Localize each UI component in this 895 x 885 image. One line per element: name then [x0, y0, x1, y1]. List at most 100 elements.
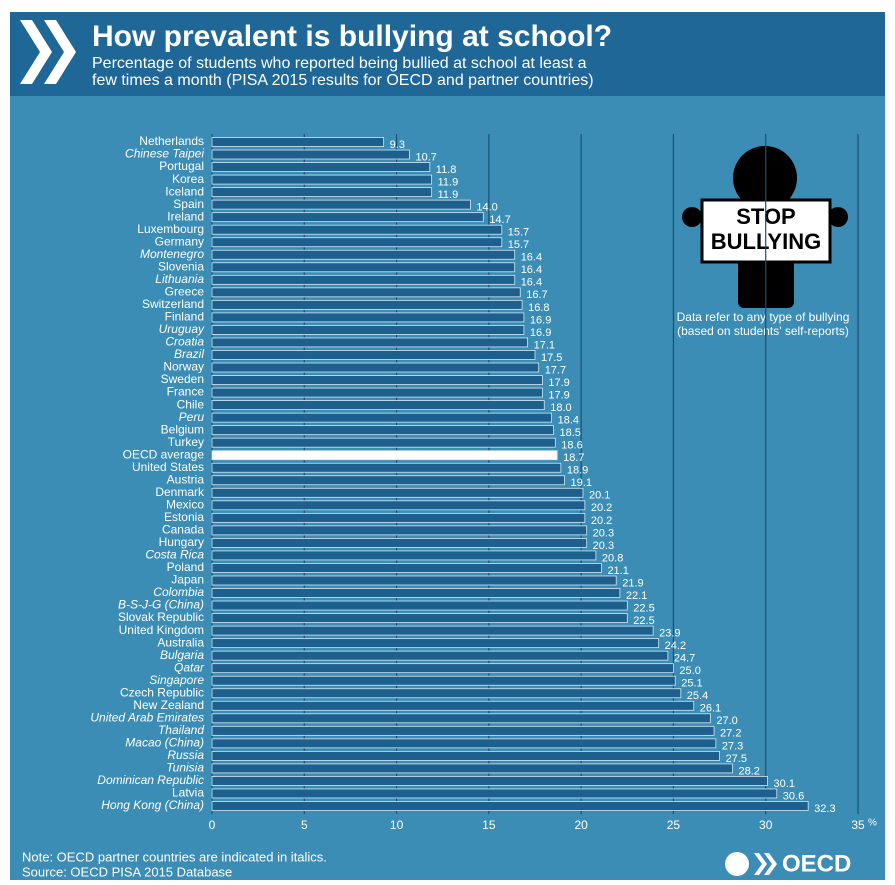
- x-tick-label: 5: [301, 818, 308, 832]
- value-label: 25.0: [679, 665, 700, 677]
- bar: [211, 274, 516, 285]
- y-tick-label: Brazil: [174, 347, 204, 361]
- value-label: 20.2: [591, 502, 612, 514]
- bar: [211, 713, 711, 724]
- bar: [211, 325, 525, 335]
- x-tick-label: 10: [390, 818, 404, 832]
- bar: [211, 199, 471, 210]
- value-label: 16.9: [530, 314, 551, 326]
- bar: [211, 237, 503, 248]
- x-tick-label: 35: [851, 818, 865, 832]
- y-tick-label: United Arab Emirates: [90, 710, 204, 724]
- y-tick-label: France: [167, 385, 205, 399]
- bar: [211, 299, 523, 310]
- bar: [211, 287, 521, 298]
- value-label: 16.7: [526, 289, 547, 301]
- bar: [211, 776, 768, 786]
- bar: [211, 387, 543, 398]
- bar: [211, 337, 529, 348]
- value-label: 22.1: [626, 590, 647, 602]
- value-label: 18.0: [550, 402, 571, 414]
- value-label: 17.1: [534, 339, 555, 351]
- source: Source: OECD PISA 2015 Database: [22, 864, 232, 879]
- bar: [211, 375, 543, 385]
- value-label: 30.1: [774, 778, 795, 790]
- y-tick-label: Sweden: [161, 372, 204, 386]
- bar: [211, 350, 536, 360]
- value-label: 15.7: [508, 227, 529, 239]
- y-tick-label: Chile: [177, 397, 205, 411]
- y-tick-label: Netherlands: [139, 134, 204, 148]
- bar: [211, 625, 654, 636]
- y-tick-label: Australia: [157, 635, 204, 649]
- value-label: 15.7: [508, 239, 529, 251]
- value-label: 27.3: [722, 740, 743, 752]
- y-tick-label: Colombia: [153, 585, 204, 599]
- value-label: 18.4: [558, 415, 579, 427]
- value-label: 25.4: [687, 690, 708, 702]
- value-label: 9.3: [390, 139, 405, 151]
- x-tick-label: 25: [667, 818, 681, 832]
- value-label: 27.2: [720, 728, 741, 740]
- logo-text: OECD: [782, 850, 851, 877]
- value-label: 21.1: [607, 565, 628, 577]
- value-label: 11.8: [436, 164, 457, 176]
- y-tick-label: Germany: [155, 234, 204, 248]
- bar: [211, 475, 565, 486]
- value-label: 16.8: [528, 302, 549, 314]
- header-band: [10, 12, 885, 96]
- bar: [211, 149, 410, 160]
- value-label: 22.5: [633, 615, 654, 627]
- bar: [211, 600, 628, 611]
- y-tick-label: Bulgaria: [160, 648, 204, 662]
- bar: [211, 162, 431, 172]
- bar: [211, 588, 621, 598]
- bar: [211, 137, 385, 147]
- value-label: 17.9: [548, 377, 569, 389]
- y-tick-label: Macao (China): [125, 736, 204, 750]
- chart-title: How prevalent is bullying at school?: [92, 20, 612, 53]
- y-tick-label: Korea: [172, 172, 204, 186]
- bar: [211, 801, 809, 811]
- y-tick-label: United Kingdom: [119, 623, 204, 637]
- y-tick-label: Slovenia: [158, 259, 204, 273]
- value-label: 16.9: [530, 327, 551, 339]
- subtitle: Percentage of students who reported bein…: [92, 55, 587, 72]
- value-label: 20.3: [593, 527, 614, 539]
- y-tick-label: Belgium: [161, 422, 204, 436]
- y-tick-label: Qatar: [174, 660, 205, 674]
- y-tick-label: B-S-J-G (China): [118, 598, 204, 612]
- bar: [211, 613, 628, 623]
- value-label: 19.1: [571, 477, 592, 489]
- y-tick-label: Thailand: [158, 723, 204, 737]
- value-label: 28.2: [738, 765, 759, 777]
- header-logo: [20, 20, 76, 84]
- bar: [211, 425, 554, 436]
- bar: [211, 738, 717, 749]
- x-tick-label: 0: [209, 818, 216, 832]
- y-tick-label: Russia: [167, 748, 204, 762]
- bar: [211, 249, 516, 260]
- bar: [211, 512, 586, 523]
- value-label: 20.1: [589, 490, 610, 502]
- y-tick-label: Portugal: [159, 159, 204, 173]
- value-label: 24.7: [674, 653, 695, 665]
- value-label: 32.3: [814, 803, 835, 815]
- y-tick-label: OECD average: [123, 447, 205, 461]
- bar: [211, 462, 562, 473]
- y-tick-label: Japan: [171, 573, 204, 587]
- value-label: 22.5: [633, 602, 654, 614]
- bar: [211, 212, 484, 223]
- bar: [211, 763, 733, 774]
- bar: [211, 437, 556, 448]
- y-tick-label: United States: [132, 460, 204, 474]
- bar: [211, 312, 525, 323]
- y-tick-label: New Zealand: [133, 698, 204, 712]
- y-tick-label: Tunisia: [166, 761, 204, 775]
- y-tick-label: Spain: [173, 197, 204, 211]
- note: Note: OECD partner countries are indicat…: [22, 849, 327, 864]
- value-label: 17.7: [545, 364, 566, 376]
- value-label: 18.5: [559, 427, 580, 439]
- value-label: 26.1: [700, 703, 721, 715]
